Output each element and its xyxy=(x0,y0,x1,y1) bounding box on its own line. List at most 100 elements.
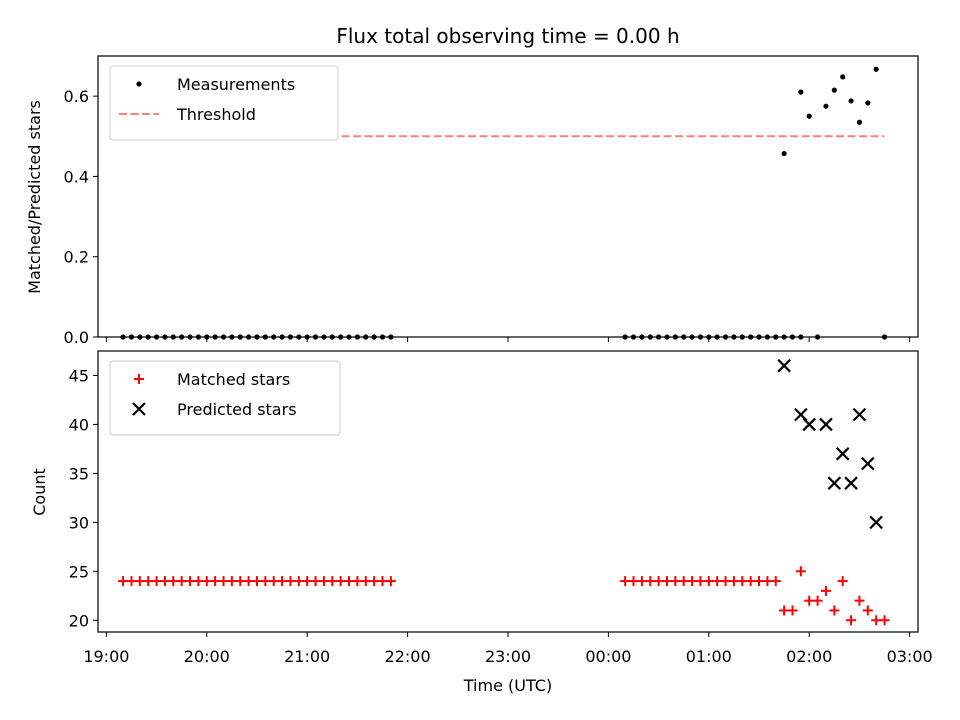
bottom-series0-point xyxy=(628,576,639,587)
bottom-series0-point xyxy=(787,605,798,616)
bottom-series0-point xyxy=(770,576,781,587)
bottom-series0-point xyxy=(879,615,890,626)
bottom-series0-point xyxy=(193,576,204,587)
bottom-series0-point xyxy=(687,576,698,587)
bottom-series0-point xyxy=(377,576,388,587)
bottom-x-tick-label: 03:00 xyxy=(887,647,933,666)
bottom-y-tick-label: 45 xyxy=(69,366,89,385)
bottom-series0-point xyxy=(151,576,162,587)
bottom-series0-point xyxy=(804,595,815,606)
bottom-series0-point xyxy=(661,576,672,587)
bottom-series0-point xyxy=(251,576,262,587)
bottom-series0-point xyxy=(352,576,363,587)
bottom-series0-point xyxy=(277,576,288,587)
bottom-y-axis-label: Count xyxy=(30,468,49,516)
bottom-series0-point xyxy=(745,576,756,587)
bottom-series0-point xyxy=(344,576,355,587)
bottom-series0-point xyxy=(636,576,647,587)
bottom-series0-point xyxy=(126,576,137,587)
bottom-series0-point xyxy=(302,576,313,587)
bottom-y-tick-label: 30 xyxy=(69,513,89,532)
bottom-series0-point xyxy=(829,605,840,616)
bottom-x-tick-label: 21:00 xyxy=(284,647,330,666)
bottom-series0-point xyxy=(243,576,254,587)
bottom-series0-point xyxy=(210,576,221,587)
bottom-series0-point xyxy=(854,595,865,606)
bottom-series0-point xyxy=(795,566,806,577)
top-series1-point xyxy=(840,74,846,80)
bottom-series0-point xyxy=(812,595,823,606)
bottom-series1-point xyxy=(869,515,883,530)
bottom-x-tick-label: 00:00 xyxy=(585,647,631,666)
bottom-plot-panel: 20 25 30 35 40 45 19:00 20:00 21:00 22:00 23:00 00:… xyxy=(69,350,933,666)
bottom-series0-point xyxy=(118,576,129,587)
bottom-series0-point xyxy=(620,576,631,587)
bottom-legend-label: Matched stars xyxy=(177,370,290,389)
bottom-y-tick-label: 40 xyxy=(69,415,89,434)
bottom-series0-point xyxy=(862,605,873,616)
bottom-series0-point xyxy=(335,576,346,587)
x-axis-label: Time (UTC) xyxy=(463,676,552,695)
bottom-legend xyxy=(109,360,341,436)
bottom-series0-point xyxy=(176,576,187,587)
bottom-legend-label: Predicted stars xyxy=(177,400,297,419)
bottom-series1-point xyxy=(835,447,850,461)
bottom-series0-point xyxy=(385,576,396,587)
bottom-x-tick-label: 20:00 xyxy=(184,647,230,666)
bottom-series1-point xyxy=(844,476,858,490)
bottom-series0-point xyxy=(846,615,857,626)
top-y-tick-label: 0.4 xyxy=(64,167,89,186)
bottom-series0-point xyxy=(720,576,731,587)
bottom-series1-point xyxy=(777,358,791,373)
bottom-series0-point xyxy=(871,615,882,626)
top-series1-point xyxy=(823,103,829,109)
bottom-series0-point xyxy=(670,576,681,587)
bottom-series0-point xyxy=(762,576,773,587)
bottom-series1-point xyxy=(819,417,833,432)
bottom-series0-point xyxy=(143,576,154,587)
bottom-series1-point xyxy=(861,456,875,471)
top-series1-point xyxy=(865,100,871,106)
bottom-x-tick-label: 23:00 xyxy=(485,647,531,666)
bottom-series0-point xyxy=(754,576,765,587)
bottom-series0-point xyxy=(737,576,748,587)
bottom-x-tick-label: 02:00 xyxy=(786,647,832,666)
bottom-series0-point xyxy=(318,576,329,587)
bottom-series0-point xyxy=(185,576,196,587)
bottom-legend-swatch xyxy=(132,402,146,416)
bottom-series1-point xyxy=(827,476,842,490)
bottom-series0-point xyxy=(159,576,170,587)
bottom-series0-point xyxy=(134,576,145,587)
bottom-series0-point xyxy=(268,576,279,587)
top-series1-point xyxy=(781,150,787,157)
chart-title: Flux total observing time = 0.00 h xyxy=(336,24,679,48)
bottom-series0-point xyxy=(285,576,296,587)
top-y-axis-label: Matched/Predicted stars xyxy=(25,100,44,294)
top-series1-point xyxy=(831,87,837,93)
top-legend-label: Measurements xyxy=(177,75,295,94)
bottom-series1-point xyxy=(852,407,867,422)
top-y-tick-label: 0.0 xyxy=(64,328,89,347)
bottom-series0-point xyxy=(712,576,723,587)
bottom-series0-point xyxy=(728,576,739,587)
bottom-series0-point xyxy=(837,576,848,587)
bottom-series0-point xyxy=(327,576,338,587)
bottom-series0-point xyxy=(820,585,831,596)
top-legend xyxy=(109,65,339,141)
top-y-tick-label: 0.6 xyxy=(64,87,89,106)
top-series1-point xyxy=(873,66,879,72)
bottom-x-tick-label: 01:00 xyxy=(686,647,732,666)
bottom-series0-point xyxy=(360,576,371,587)
bottom-series0-point xyxy=(201,576,212,587)
bottom-series0-point xyxy=(779,605,790,616)
bottom-series0-point xyxy=(369,576,380,587)
bottom-series0-point xyxy=(703,576,714,587)
bottom-y-tick-label: 25 xyxy=(69,562,89,581)
bottom-series0-point xyxy=(653,576,664,587)
bottom-series0-point xyxy=(310,576,321,587)
bottom-series0-point xyxy=(695,576,706,587)
bottom-x-tick-label: 22:00 xyxy=(385,647,431,666)
bottom-series0-point xyxy=(168,576,179,587)
bottom-y-tick-label: 20 xyxy=(69,611,89,630)
